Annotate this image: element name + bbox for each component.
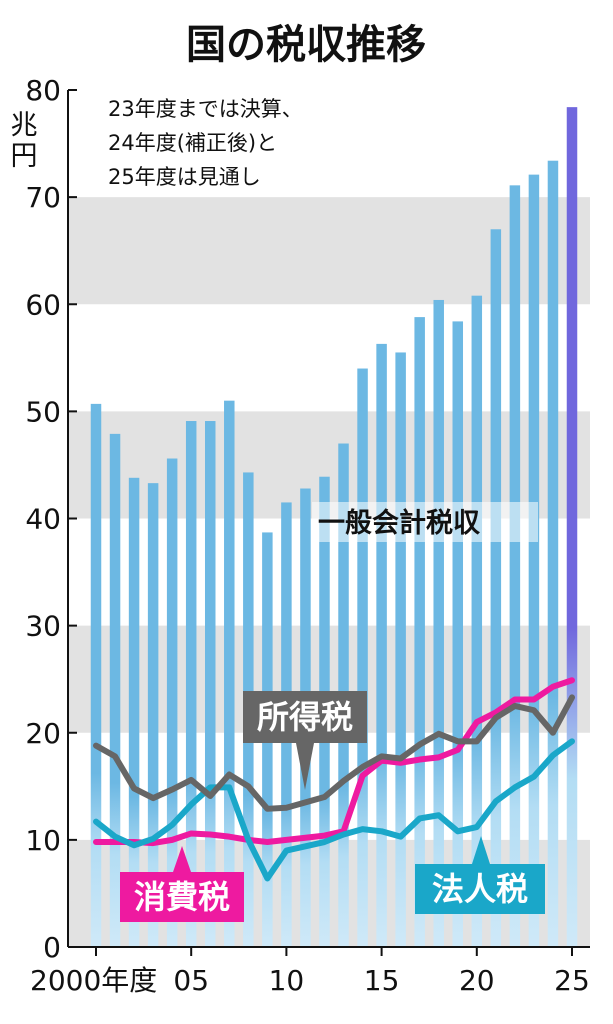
band-60 (68, 197, 590, 305)
y-tick-label-60: 60 (25, 288, 61, 321)
x-axis-ticks: 2000年度 05 10 15 20 25 (30, 947, 590, 997)
y-tick-label-0: 0 (43, 931, 61, 964)
bar-2001 (109, 433, 121, 948)
x-tick-label-2015: 15 (364, 964, 400, 997)
line-income-tax (93, 694, 575, 812)
label-corporate-tax-text: 法人税 (432, 870, 528, 908)
label-corporate-tax: 法人税 (415, 836, 545, 914)
label-income-tax: 所得税 (243, 691, 367, 790)
label-consumption-tax-text: 消費税 (134, 878, 230, 916)
bar-2020 (471, 295, 483, 947)
y-tick-label-50: 50 (25, 395, 61, 428)
y-tick-label-40: 40 (25, 503, 61, 536)
y-tick-label-20: 20 (25, 717, 61, 750)
y-axis-ticks: 0 10 20 30 40 50 60 70 80 (25, 74, 77, 964)
note: 23年度までは決算、 24年度(補正後)と 25年度は見通し (108, 97, 303, 189)
note-line3: 25年度は見通し (108, 165, 261, 189)
bar-2021 (490, 229, 502, 947)
unit-label-line1: 兆 (11, 110, 38, 141)
legend-total: 一般会計税収 (312, 502, 538, 542)
bar-2002 (128, 477, 140, 947)
label-consumption-tax: 消費税 (120, 846, 244, 922)
chart-title: 国の税収推移 (186, 22, 426, 68)
y-tick-label-30: 30 (25, 610, 61, 643)
bar-2017 (414, 317, 425, 948)
bar-2015 (376, 343, 387, 948)
tax-lines (93, 677, 575, 882)
bar-2019 (452, 321, 464, 947)
bar-2023 (528, 174, 540, 947)
x-tick-label-2020: 20 (459, 964, 495, 997)
bar-2025 (566, 107, 578, 947)
bar-2018 (433, 299, 444, 948)
bar-2016 (395, 352, 406, 947)
line-corporate-tax (93, 738, 575, 882)
y-tick-label-10: 10 (25, 824, 61, 857)
bar-2005 (185, 421, 197, 947)
x-tick-label-2000: 2000年度 (30, 964, 157, 997)
note-line2: 24年度(補正後)と (108, 131, 277, 155)
label-income-tax-text: 所得税 (257, 698, 353, 736)
line-consumption-tax (93, 677, 575, 847)
bar-2022 (509, 185, 521, 947)
bar-2024 (547, 160, 559, 947)
y-tick-label-80: 80 (25, 74, 61, 107)
bar-2006 (204, 421, 216, 947)
bar-2004 (166, 458, 178, 947)
unit-label-line2: 円 (11, 141, 38, 172)
x-tick-label-2010: 10 (269, 964, 305, 997)
x-tick-label-2025: 25 (554, 964, 590, 997)
y-tick-label-70: 70 (25, 181, 61, 214)
unit-label: 兆 円 (11, 110, 38, 172)
bar-2014 (357, 368, 368, 947)
x-tick-label-2005: 05 (173, 964, 209, 997)
bar-2000 (90, 403, 102, 948)
note-line1: 23年度までは決算、 (108, 97, 303, 121)
legend-total-label: 一般会計税収 (318, 507, 481, 539)
bar-2003 (147, 483, 159, 947)
bar-2007 (224, 400, 235, 948)
